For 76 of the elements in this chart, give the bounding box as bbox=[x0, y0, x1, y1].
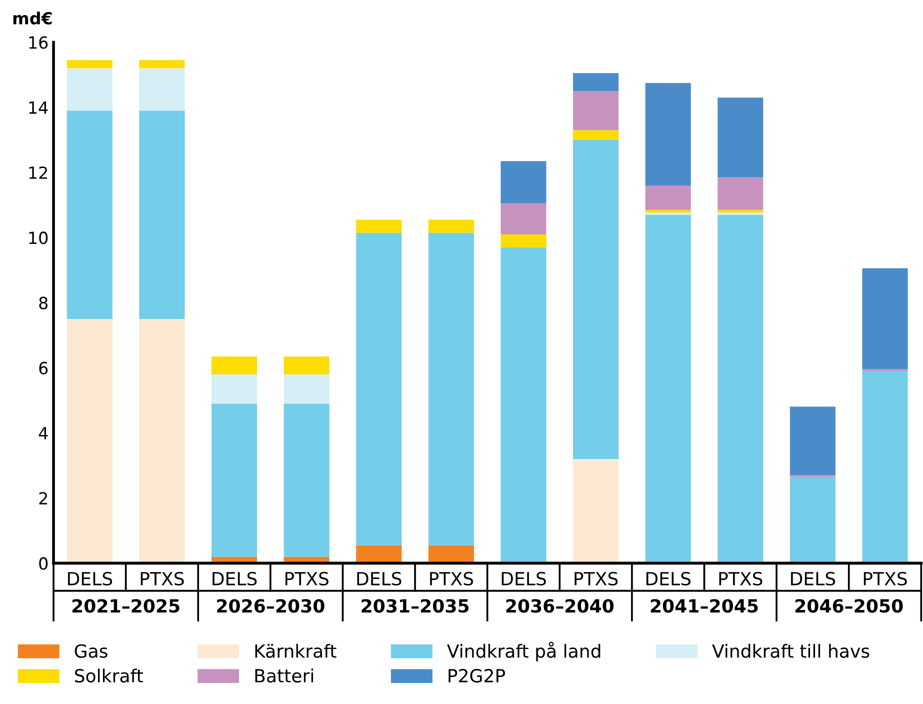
text: 2036–2040 bbox=[506, 599, 614, 613]
bar bbox=[66, 319, 112, 564]
y-axis-title: md€ bbox=[13, 12, 52, 25]
x-tick-label: PTXS bbox=[864, 572, 907, 586]
bar bbox=[862, 371, 908, 564]
bar bbox=[139, 68, 185, 111]
legend-label: Vindkraft till havs bbox=[712, 644, 870, 658]
bar bbox=[284, 356, 330, 374]
legend-label: Vindkraft på land bbox=[447, 642, 600, 662]
x-tick-label: PTXS bbox=[719, 572, 762, 586]
x-tick-label: PTXS bbox=[285, 572, 328, 586]
y-tick-label: 4 bbox=[38, 427, 48, 440]
bar bbox=[645, 210, 691, 213]
bar bbox=[573, 73, 619, 92]
bar bbox=[573, 130, 619, 140]
y-tick-label: 10 bbox=[29, 232, 48, 244]
bar bbox=[500, 203, 546, 234]
y-tick-label: 2 bbox=[39, 492, 48, 504]
bar bbox=[139, 319, 185, 564]
y-tick-label: 6 bbox=[39, 362, 48, 374]
bar bbox=[645, 186, 691, 210]
x-tick-label: DELS bbox=[646, 572, 691, 586]
bar bbox=[862, 268, 908, 370]
bar bbox=[66, 68, 112, 111]
x-tick-label: DELS bbox=[68, 572, 112, 586]
legend-label: Solkraft bbox=[75, 668, 143, 683]
x-tick-label: PTXS bbox=[574, 572, 618, 586]
bar bbox=[284, 404, 330, 557]
bar bbox=[500, 247, 546, 564]
bar bbox=[66, 110, 112, 319]
bar bbox=[356, 232, 402, 546]
bar bbox=[718, 177, 764, 210]
bar bbox=[790, 476, 836, 564]
legend-label: Batteri bbox=[255, 668, 314, 683]
bar bbox=[790, 406, 836, 475]
bar bbox=[645, 82, 691, 186]
bar bbox=[139, 110, 185, 319]
text: 2046–2050 bbox=[796, 599, 903, 613]
x-tick-label: DELS bbox=[791, 572, 836, 586]
y-tick-label: 16 bbox=[29, 36, 48, 49]
bar bbox=[212, 356, 258, 374]
legend-label: P2G2P bbox=[448, 668, 506, 683]
bar bbox=[212, 404, 258, 557]
bar bbox=[356, 545, 402, 564]
y-tick-label: 12 bbox=[29, 166, 48, 179]
text: 2031–2035 bbox=[362, 599, 469, 613]
bar bbox=[500, 161, 546, 204]
text: 2041–2045 bbox=[650, 599, 758, 613]
bar bbox=[573, 459, 619, 564]
bar bbox=[718, 210, 764, 213]
bar bbox=[645, 214, 691, 564]
bar bbox=[428, 232, 474, 546]
y-tick-label: 8 bbox=[39, 296, 48, 310]
y-tick-label: 0 bbox=[39, 557, 48, 570]
legend-label: Kärnkraft bbox=[255, 644, 336, 658]
bar bbox=[500, 234, 546, 248]
bar bbox=[718, 214, 764, 564]
x-tick-label: DELS bbox=[212, 572, 257, 586]
legend-label: Gas bbox=[74, 644, 108, 658]
x-tick-label: PTXS bbox=[140, 572, 184, 586]
bar bbox=[573, 140, 619, 460]
bar bbox=[212, 374, 258, 404]
y-tick-label: 14 bbox=[29, 102, 48, 114]
x-tick-label: DELS bbox=[357, 572, 402, 586]
bar bbox=[428, 220, 474, 233]
bar bbox=[718, 98, 764, 178]
bar bbox=[66, 60, 112, 68]
bar bbox=[573, 91, 619, 130]
bar bbox=[284, 374, 330, 404]
x-tick-label: DELS bbox=[502, 572, 546, 586]
bar bbox=[428, 545, 474, 564]
x-tick-label: PTXS bbox=[430, 572, 474, 586]
text: 2021–2025 bbox=[72, 599, 180, 613]
text: 2026–2030 bbox=[217, 599, 324, 613]
bar bbox=[139, 60, 185, 68]
bar bbox=[356, 220, 402, 233]
